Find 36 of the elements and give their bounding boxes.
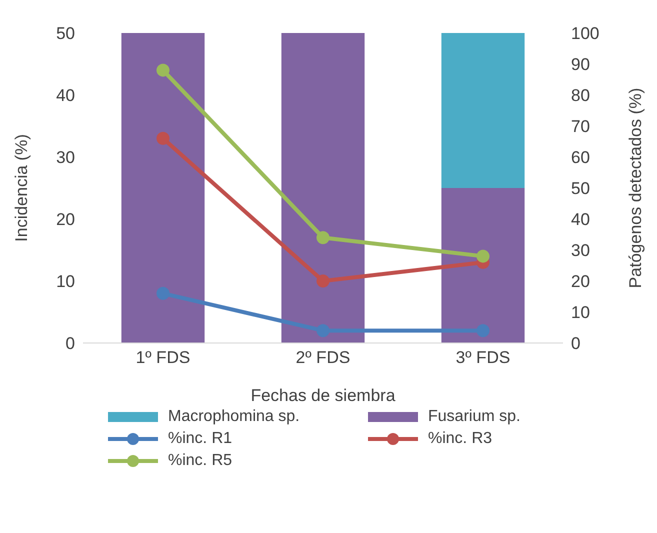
y-tick-label: 50: [56, 24, 75, 44]
x-axis-title: Fechas de siembra: [250, 386, 396, 405]
point: [156, 286, 170, 300]
y-tick-label: 10: [56, 272, 75, 292]
x-tick-label: 3º FDS: [456, 348, 510, 368]
y2-tick-label: 0: [571, 334, 580, 354]
y2-tick-label: 60: [571, 148, 590, 168]
y-tick-label: 20: [56, 210, 75, 230]
y2-tick-label: 40: [571, 210, 590, 230]
point: [156, 64, 170, 77]
y-axis-title: Incidencia (%): [12, 134, 32, 242]
y2-tick-label: 70: [571, 117, 590, 136]
point: [316, 324, 330, 338]
x-tick-label: 1º FDS: [136, 348, 190, 368]
point: [476, 324, 490, 338]
point: [156, 132, 170, 145]
y2-tick-label: 20: [571, 272, 590, 292]
y2-tick-label: 90: [571, 55, 590, 74]
y-tick-label: 40: [56, 86, 75, 106]
x-tick-label: 2º FDS: [296, 348, 350, 368]
y-tick-label: 0: [66, 334, 75, 354]
legend-label: %inc. R3: [428, 430, 492, 448]
point: [316, 274, 330, 288]
point: [316, 231, 330, 244]
y-tick-label: 30: [56, 148, 75, 168]
y2-tick-label: 100: [571, 24, 600, 44]
y2-axis-title: Patógenos detectados (%): [626, 88, 646, 288]
y2-tick-label: 50: [571, 179, 590, 198]
legend-label: Macrophomina sp.: [168, 408, 300, 426]
y2-tick-label: 30: [571, 241, 590, 260]
legend-label: %inc. R1: [168, 430, 232, 448]
legend-label: %inc. R5: [168, 452, 232, 470]
y2-tick-label: 10: [571, 303, 590, 322]
y2-tick-label: 80: [571, 86, 590, 106]
point: [476, 250, 490, 263]
legend-label: Fusarium sp.: [428, 408, 520, 426]
